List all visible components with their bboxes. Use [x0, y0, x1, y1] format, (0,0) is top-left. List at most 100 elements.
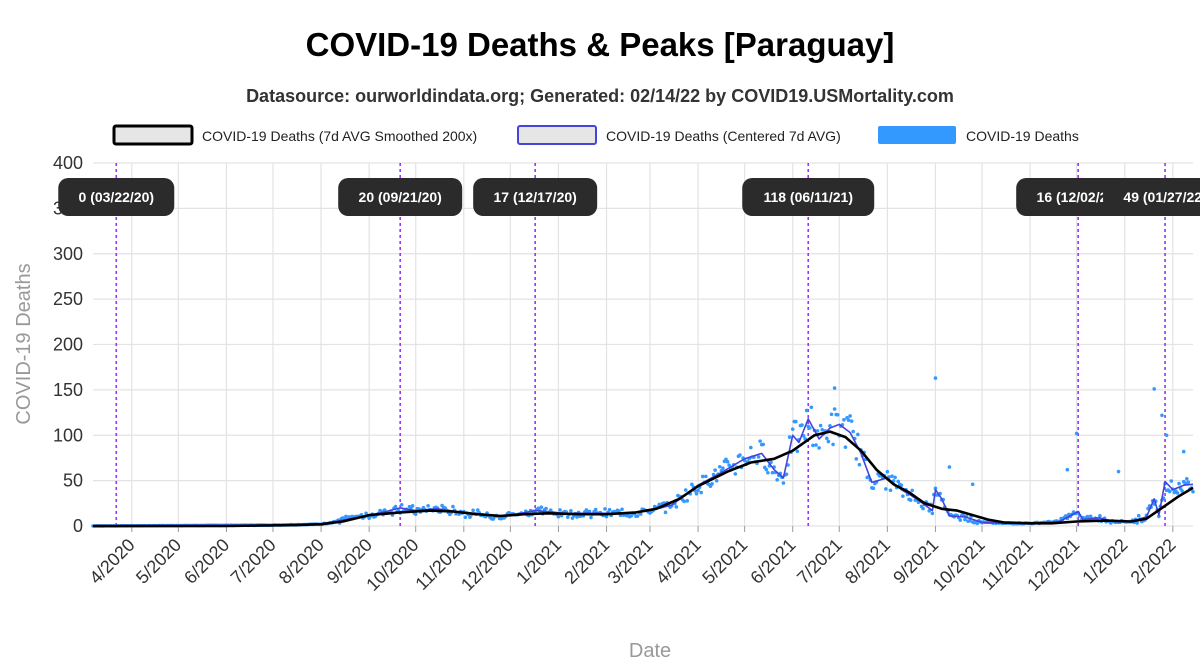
legend-swatch-smoothed [112, 124, 194, 146]
data-point [556, 514, 561, 519]
data-point [1116, 469, 1121, 474]
data-point [1183, 481, 1188, 486]
peak-label-text: 17 (12/17/20) [494, 189, 577, 205]
data-point [663, 510, 668, 515]
data-point [674, 505, 679, 509]
data-point [589, 515, 593, 520]
data-point [733, 472, 738, 476]
data-point [795, 449, 800, 454]
peak-label-text: 118 (06/11/21) [763, 189, 853, 205]
data-point [885, 469, 890, 474]
data-point [896, 479, 901, 484]
data-point [1184, 476, 1189, 481]
y-tick-label: 250 [53, 289, 83, 309]
data-point [1181, 449, 1186, 454]
x-tick-label: 7/2021 [793, 535, 846, 588]
data-point [849, 419, 854, 423]
data-point [899, 483, 904, 488]
data-point [344, 514, 348, 519]
x-tick-label: 3/2021 [604, 535, 657, 588]
data-point [539, 505, 544, 510]
data-point [468, 515, 472, 520]
data-point [544, 506, 548, 511]
x-tick-label: 4/2020 [86, 535, 139, 588]
data-point [766, 470, 770, 475]
peak-label-text: 0 (03/22/20) [79, 189, 155, 205]
legend: COVID-19 Deaths (7d AVG Smoothed 200x) C… [112, 124, 1079, 146]
x-tick-label: 4/2021 [652, 535, 705, 588]
data-point [970, 482, 975, 487]
chart-title: COVID-19 Deaths & Peaks [Paraguay] [306, 26, 895, 63]
data-point [1135, 521, 1139, 525]
data-point [685, 499, 690, 503]
x-tick-label: 12/2020 [457, 535, 517, 595]
y-tick-label: 400 [53, 153, 83, 173]
x-tick-label: 10/2020 [362, 535, 422, 595]
x-tick-label: 12/2021 [1023, 535, 1083, 595]
data-point [1175, 491, 1180, 495]
data-point [638, 512, 643, 516]
peak-label-box [58, 178, 175, 216]
data-point [893, 475, 897, 480]
data-point [710, 482, 714, 486]
peak-label-box [1103, 178, 1200, 216]
data-point [617, 509, 621, 513]
data-point [814, 443, 818, 447]
smoothed-line [93, 430, 1194, 528]
data-point [781, 481, 786, 485]
data-point [1177, 481, 1181, 486]
peak-labels: 0 (03/22/20) 20 (09/21/20) 17 (12/17/20) 11… [58, 178, 1200, 216]
peak-label: 49 (01/27/22) [1103, 178, 1200, 216]
data-point [603, 507, 607, 511]
x-tick-label: 5/2020 [132, 535, 185, 588]
data-point [620, 507, 624, 512]
data-point [811, 443, 815, 448]
y-tick-label: 300 [53, 244, 83, 264]
peak-label: 118 (06/11/21) [742, 178, 875, 216]
data-point [908, 498, 913, 502]
legend-swatch-points [878, 126, 956, 144]
x-tick-label: 6/2021 [746, 535, 799, 588]
data-point [901, 494, 905, 498]
y-axis-ticks: 050100150200250300350400 [53, 153, 83, 536]
data-point [921, 506, 925, 511]
data-point [565, 515, 570, 519]
data-point [927, 509, 932, 513]
data-point [775, 477, 780, 482]
peak-label-text: 20 (09/21/20) [359, 189, 442, 205]
data-point [1088, 514, 1093, 519]
peak-label: 17 (12/17/20) [473, 178, 598, 216]
data-point [558, 508, 562, 512]
peak-label-box [742, 178, 875, 216]
data-point [835, 412, 840, 417]
data-point [888, 488, 893, 493]
data-point [1160, 413, 1164, 418]
data-point [413, 512, 418, 516]
y-tick-label: 200 [53, 335, 83, 355]
data-point [871, 486, 876, 491]
data-point [700, 474, 705, 479]
data-point [843, 445, 848, 449]
series-lines [92, 418, 1194, 528]
data-point [826, 439, 831, 444]
legend-label-smoothed: COVID-19 Deaths (7d AVG Smoothed 200x) [202, 128, 477, 144]
data-point [727, 463, 731, 467]
grid [93, 162, 1193, 532]
y-tick-label: 100 [53, 425, 83, 445]
data-point [817, 446, 821, 450]
data-point [947, 465, 952, 469]
data-point [815, 429, 820, 433]
data-point [749, 445, 753, 450]
data-point [890, 474, 894, 478]
peak-label-text: 49 (01/27/22) [1123, 189, 1200, 205]
data-point [764, 467, 769, 472]
data-point [575, 515, 579, 519]
data-point [848, 414, 852, 418]
y-tick-label: 0 [73, 516, 83, 536]
data-point [967, 518, 972, 523]
data-point [820, 427, 824, 432]
data-point [713, 468, 717, 472]
data-point [807, 426, 812, 430]
daily-deaths-points [91, 376, 1195, 528]
